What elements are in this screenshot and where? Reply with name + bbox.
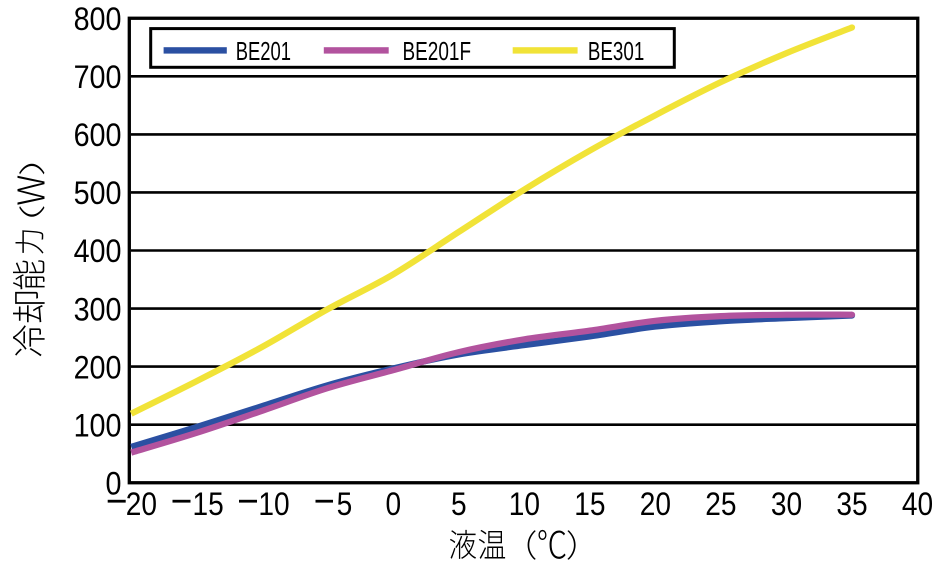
- svg-text:5: 5: [451, 488, 467, 523]
- svg-text:800: 800: [74, 2, 122, 38]
- svg-text:5: 5: [337, 488, 353, 523]
- svg-text:10: 10: [258, 488, 289, 523]
- svg-text:400: 400: [74, 234, 122, 270]
- svg-text:30: 30: [771, 488, 802, 523]
- svg-text:10: 10: [509, 488, 540, 523]
- svg-text:300: 300: [74, 292, 122, 328]
- svg-text:200: 200: [74, 350, 122, 386]
- svg-text:BE301: BE301: [588, 37, 644, 65]
- svg-text:500: 500: [74, 176, 122, 212]
- svg-text:100: 100: [74, 408, 122, 444]
- svg-text:15: 15: [192, 488, 223, 523]
- svg-text:20: 20: [126, 488, 157, 523]
- svg-text:0: 0: [106, 466, 122, 502]
- svg-text:600: 600: [74, 118, 122, 154]
- svg-text:25: 25: [705, 488, 736, 523]
- svg-text:700: 700: [74, 60, 122, 96]
- svg-text:20: 20: [640, 488, 671, 523]
- svg-text:BE201F: BE201F: [403, 38, 472, 66]
- svg-text:40: 40: [902, 488, 933, 523]
- svg-text:BE201: BE201: [236, 37, 291, 66]
- svg-text:15: 15: [574, 488, 605, 523]
- svg-text:35: 35: [836, 488, 867, 523]
- svg-text:0: 0: [385, 488, 401, 523]
